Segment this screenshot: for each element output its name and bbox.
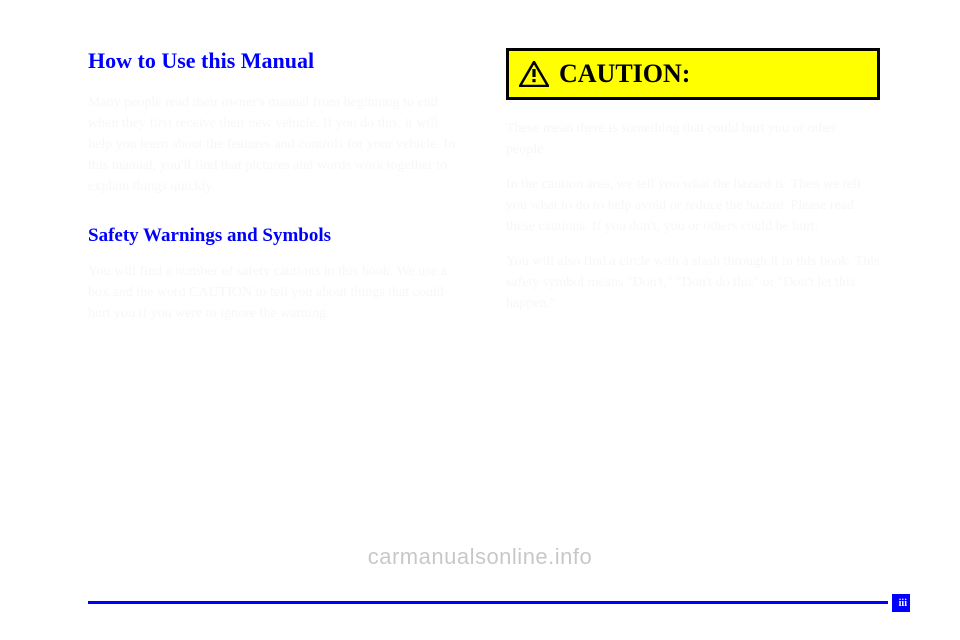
watermark-text: carmanualsonline.info xyxy=(368,544,593,570)
caution-box: CAUTION: xyxy=(506,48,880,100)
para-caution-1: These mean there is something that could… xyxy=(506,118,880,160)
caution-label: CAUTION: xyxy=(559,59,690,89)
footer-rule xyxy=(88,601,888,604)
para-safety: You will find a number of safety caution… xyxy=(88,261,462,324)
heading-how-to-use: How to Use this Manual xyxy=(88,48,462,74)
heading-safety-warnings: Safety Warnings and Symbols xyxy=(88,225,462,247)
para-caution-2: In the caution area, we tell you what th… xyxy=(506,174,880,237)
page-number: iii xyxy=(899,598,907,609)
para-intro: Many people read their owner's manual fr… xyxy=(88,92,462,197)
para-caution-3: You will also find a circle with a slash… xyxy=(506,251,880,314)
warning-triangle-icon xyxy=(519,61,549,87)
